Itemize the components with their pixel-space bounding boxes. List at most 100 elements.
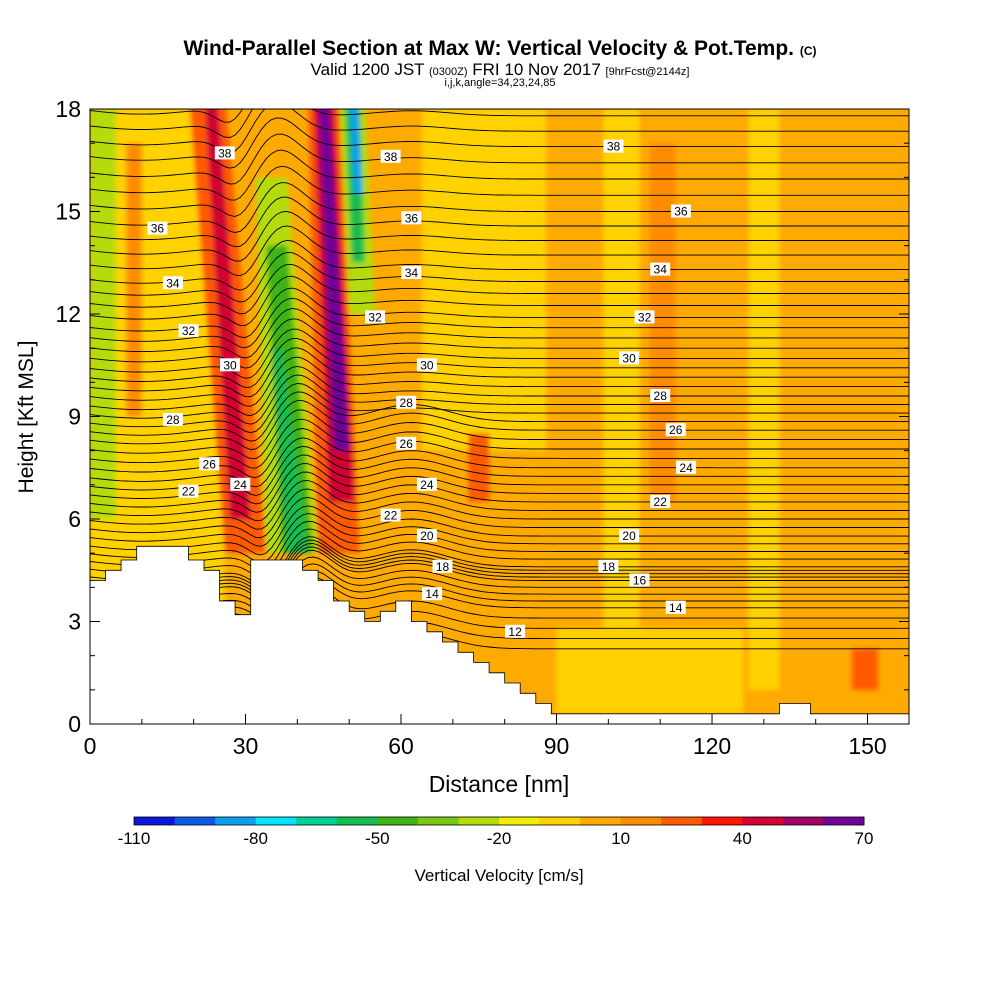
isentrope-line [90, 536, 909, 586]
colorbar-swatch [215, 817, 257, 825]
isentrope-label-text: 34 [654, 263, 668, 277]
isentrope-label-box [380, 149, 401, 163]
isentrope-label-text: 28 [654, 389, 668, 403]
isentrope-line [90, 297, 909, 349]
isentrope-line [90, 196, 909, 248]
isentrope-label: 24 [416, 477, 437, 492]
isentrope-label-box [199, 457, 220, 471]
isentrope-label: 24 [676, 460, 697, 475]
colorbar-swatch [580, 817, 622, 825]
isentrope-label: 14 [422, 587, 443, 601]
isentrope-line [90, 263, 909, 315]
grid-indices: i,j,k,angle=34,23,24,85 [444, 77, 556, 89]
colorbar-label: Vertical Velocity [cm/s] [414, 866, 583, 885]
isentrope-line [90, 251, 909, 303]
isentrope-label-text: 18 [602, 560, 616, 574]
x-tick-label: 60 [388, 733, 414, 759]
isentrope-label-text: 32 [368, 310, 382, 324]
colorbar-tick-label: -80 [243, 829, 268, 848]
colorbar-swatch [134, 817, 176, 825]
isentrope-label: 20 [416, 529, 437, 543]
isentrope-line [90, 109, 243, 123]
isentrope-label-box [619, 529, 640, 543]
isentrope-line [90, 165, 909, 217]
isentrope-label-box [396, 436, 417, 450]
isentrope-line [90, 428, 909, 478]
isentrope-label-box [650, 389, 671, 402]
copyright-mark: (C) [799, 44, 817, 58]
isentrope-label-box [634, 310, 655, 324]
isentrope-line [90, 365, 909, 417]
isentrope-line [90, 391, 909, 442]
isentrope-label: 36 [147, 221, 168, 236]
y-axis-label: Height [Kft MSL] [15, 341, 38, 494]
field-zone-orange3 [468, 433, 490, 502]
isentrope-line [90, 539, 909, 590]
isentrope-label-box [396, 395, 417, 409]
isentrope-label-text: 30 [223, 358, 237, 372]
isentrope-label-box [401, 266, 422, 279]
isentrope-line [90, 133, 909, 185]
isentrope-label: 20 [619, 529, 640, 543]
isentrope-label-box [416, 358, 437, 372]
colorbar-tick-label: -110 [118, 829, 151, 848]
isentrope-label-text: 22 [182, 485, 196, 499]
isentrope-line [90, 409, 909, 460]
isentrope-line [90, 556, 909, 607]
colorbar-swatch [620, 817, 662, 825]
isentrope-label: 34 [401, 266, 422, 280]
isentrope-label: 22 [380, 508, 401, 523]
x-tick-label: 0 [84, 733, 97, 759]
isentrope-label-box [416, 477, 437, 491]
y-tick-label: 9 [68, 404, 81, 430]
x-tick-label: 150 [848, 733, 886, 759]
isentrope-label-box [178, 484, 199, 498]
colorbar-tick-label: -20 [487, 829, 512, 848]
colorbar-swatch [701, 817, 743, 825]
isentrope-line [90, 149, 909, 201]
colorbar-tick-label: 70 [855, 829, 874, 848]
isentrope-label-text: 32 [638, 310, 652, 324]
isentrope-label: 32 [634, 310, 655, 324]
isentrope-line [90, 437, 909, 488]
isentrope-label-box [629, 573, 650, 587]
isentrope-line [90, 543, 909, 593]
isentrope-line [90, 454, 909, 505]
terrain [89, 545, 910, 725]
isentrope-line [90, 505, 909, 556]
title-main: Wind-Parallel Section at Max W: Vertical… [183, 37, 794, 60]
isentrope-label-box [619, 351, 640, 365]
isentrope-label: 30 [416, 358, 437, 372]
y-tick-label: 3 [68, 609, 81, 635]
isentrope-label: 22 [650, 494, 671, 509]
isentrope-label-box [598, 559, 619, 573]
isentrope-label: 12 [505, 624, 526, 639]
isentrope-label-text: 38 [607, 140, 621, 154]
isentrope-line [90, 225, 909, 277]
colorbar: -110 -80 -50 -20 10 40 70 [118, 816, 874, 848]
isentrope-label-text: 18 [436, 560, 450, 574]
isentrope-line [90, 308, 909, 359]
isentrope-label-box [416, 529, 437, 543]
y-tick-label: 0 [68, 711, 81, 737]
isentrope-line [90, 463, 909, 513]
isentrope-label-text: 12 [508, 625, 522, 639]
isentrope-line [90, 383, 909, 434]
isentrope-label-box [401, 211, 422, 225]
isentrope-label-box [147, 221, 168, 235]
colorbar-swatch [823, 817, 865, 825]
forecast-info: [9hrFcst@2144z] [605, 66, 690, 78]
isentrope-line [90, 488, 909, 539]
colorbar-swatch [742, 817, 784, 825]
isentrope-line [90, 418, 909, 469]
isentrope-line [90, 546, 909, 596]
valid-date: FRI 10 Nov 2017 [472, 60, 601, 79]
isentrope-label-box [665, 600, 686, 614]
colorbar-swatch [539, 817, 581, 825]
isentrope-line [90, 338, 909, 388]
chart-title: Wind-Parallel Section at Max W: Vertical… [0, 37, 1000, 63]
isentrope-label: 34 [162, 276, 183, 290]
isentrope-label-text: 36 [405, 211, 419, 225]
updraft-west-core [205, 109, 251, 519]
y-tick-label: 6 [68, 506, 81, 532]
